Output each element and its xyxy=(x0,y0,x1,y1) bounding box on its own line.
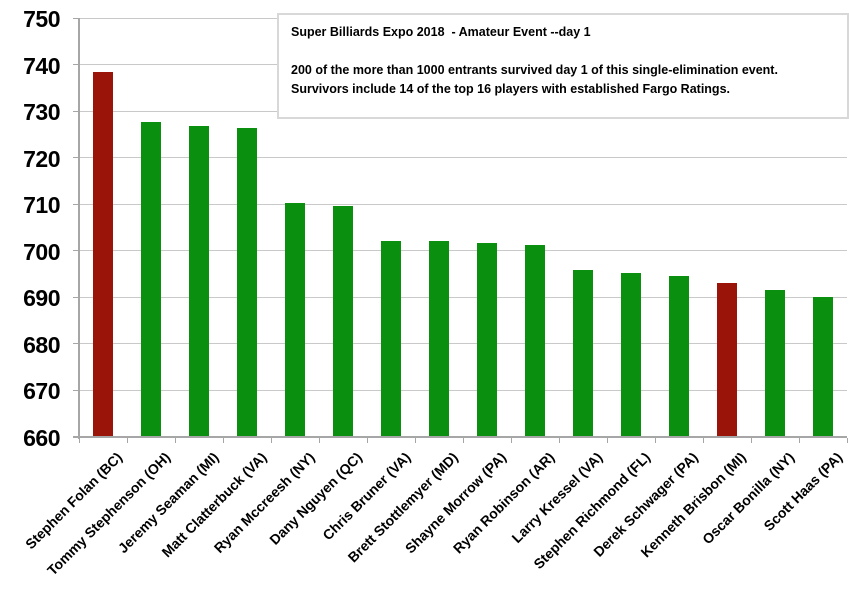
y-tick xyxy=(73,203,79,205)
x-tick xyxy=(175,438,176,443)
x-tick xyxy=(607,438,608,443)
y-tick-label: 740 xyxy=(23,52,60,79)
bar xyxy=(813,296,833,437)
annotation-line-1: 200 of the more than 1000 entrants survi… xyxy=(291,63,778,77)
bar xyxy=(333,206,353,437)
bar xyxy=(93,72,113,437)
y-tick xyxy=(73,343,79,345)
x-category-label: Dany Nguyen (QC) xyxy=(266,449,366,548)
y-tick xyxy=(73,64,79,66)
x-tick xyxy=(415,438,416,443)
bar xyxy=(429,241,449,437)
x-tick xyxy=(79,438,80,443)
gridline xyxy=(79,296,847,298)
bar xyxy=(381,240,401,437)
y-tick-label: 680 xyxy=(23,331,60,358)
x-tick xyxy=(367,438,368,443)
y-tick xyxy=(73,110,79,112)
bar xyxy=(141,121,161,437)
bar xyxy=(189,125,209,437)
x-tick xyxy=(127,438,128,443)
gridline xyxy=(79,389,847,391)
x-category-label: Chris Bruner (VA) xyxy=(319,449,414,544)
x-tick xyxy=(559,438,560,443)
y-tick xyxy=(73,296,79,298)
gridline xyxy=(79,203,847,205)
bar xyxy=(621,273,641,437)
annotation-box: Super Billiards Expo 2018 - Amateur Even… xyxy=(277,13,849,119)
x-tick xyxy=(751,438,752,443)
bar xyxy=(237,127,257,437)
y-tick-label: 750 xyxy=(23,6,60,32)
y-tick-label: 670 xyxy=(23,378,60,405)
y-tick-label: 660 xyxy=(23,425,60,451)
x-tick xyxy=(223,438,224,443)
bar xyxy=(669,275,689,437)
x-tick xyxy=(655,438,656,443)
y-tick-label: 730 xyxy=(23,99,60,126)
bar xyxy=(285,203,305,437)
y-tick xyxy=(73,389,79,391)
y-tick-label: 700 xyxy=(23,238,60,265)
x-tick xyxy=(271,438,272,443)
y-tick xyxy=(73,250,79,252)
x-tick xyxy=(703,438,704,443)
y-tick xyxy=(73,17,79,19)
bar xyxy=(717,282,737,437)
chart-title: Super Billiards Expo 2018 - Amateur Even… xyxy=(291,25,591,39)
x-tick xyxy=(463,438,464,443)
y-tick-label: 710 xyxy=(23,192,60,219)
y-tick-label: 720 xyxy=(23,145,60,172)
x-category-label: Oscar Bonilla (NY) xyxy=(699,449,798,548)
bar xyxy=(573,269,593,437)
gridline xyxy=(79,250,847,252)
y-axis-line xyxy=(78,18,80,439)
bar xyxy=(477,243,497,437)
x-tick xyxy=(799,438,800,443)
bar xyxy=(525,244,545,437)
annotation-spacer xyxy=(291,42,847,61)
x-tick xyxy=(847,438,848,443)
gridline xyxy=(79,157,847,159)
x-tick xyxy=(511,438,512,443)
x-axis-line xyxy=(73,436,847,438)
y-tick-label: 690 xyxy=(23,285,60,312)
annotation-line-2: Survivors include 14 of the top 16 playe… xyxy=(291,82,730,96)
x-category-label: Larry Kressel (VA) xyxy=(508,449,606,546)
x-tick xyxy=(319,438,320,443)
bar xyxy=(765,289,785,437)
y-tick xyxy=(73,157,79,159)
gridline xyxy=(79,343,847,345)
